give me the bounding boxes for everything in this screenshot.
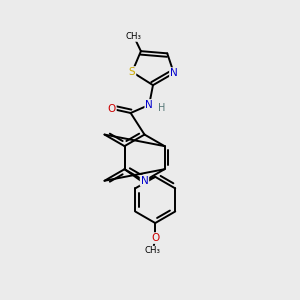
Text: N: N bbox=[170, 68, 178, 78]
Text: CH₃: CH₃ bbox=[145, 246, 161, 255]
Text: H: H bbox=[158, 103, 166, 113]
Text: O: O bbox=[151, 233, 159, 243]
Text: O: O bbox=[108, 104, 116, 114]
Text: S: S bbox=[129, 67, 135, 77]
Text: N: N bbox=[145, 100, 153, 110]
Text: CH₃: CH₃ bbox=[126, 32, 142, 41]
Text: N: N bbox=[141, 176, 148, 186]
